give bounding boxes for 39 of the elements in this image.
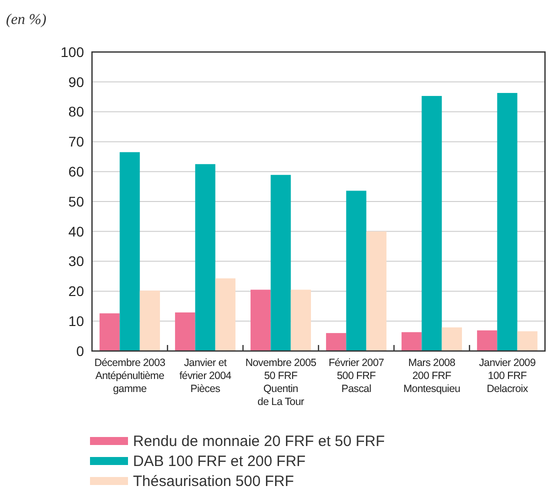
y-tick-label: 60 bbox=[68, 164, 84, 180]
bar bbox=[270, 174, 291, 351]
y-tick-label: 80 bbox=[68, 104, 84, 120]
bar bbox=[100, 313, 120, 351]
y-tick-label: 10 bbox=[68, 313, 84, 329]
x-tick-label: Novembre 2005 50 FRF Quentin de La Tour bbox=[245, 357, 317, 408]
bar bbox=[140, 290, 160, 351]
bar bbox=[250, 290, 271, 351]
y-tick-label: 0 bbox=[76, 342, 84, 359]
x-tick-label: Décembre 2003 Antépénultième gamme bbox=[94, 357, 166, 395]
bar bbox=[477, 330, 498, 351]
bar bbox=[366, 231, 386, 351]
bar bbox=[215, 278, 236, 351]
y-tick-label: 50 bbox=[68, 193, 84, 210]
y-tick-label: 100 bbox=[60, 44, 84, 60]
bar bbox=[175, 312, 196, 351]
x-tick-label: Janvier 2009 100 FRF Delacroix bbox=[478, 357, 536, 395]
bar bbox=[326, 333, 346, 351]
y-tick-label: 90 bbox=[68, 74, 84, 90]
bar bbox=[346, 190, 366, 351]
y-axis-title: (en %) bbox=[6, 12, 46, 28]
x-tick-label: Mars 2008 200 FRF Montesquieu bbox=[403, 357, 461, 395]
x-tick-label: Janvier et février 2004 Pièces bbox=[179, 357, 232, 395]
bar bbox=[120, 152, 140, 351]
bar bbox=[422, 96, 442, 351]
y-tick-label: 40 bbox=[68, 223, 84, 240]
bar bbox=[442, 327, 462, 351]
legend-label: DAB 100 FRF et 200 FRF bbox=[133, 453, 306, 470]
legend-label: Rendu de monnaie 20 FRF et 50 FRF bbox=[133, 433, 385, 450]
y-tick-label: 70 bbox=[68, 134, 84, 150]
bar bbox=[497, 92, 518, 351]
bar bbox=[517, 331, 538, 351]
bar bbox=[290, 290, 311, 351]
x-tick-label: Février 2007 500 FRF Pascal bbox=[328, 357, 384, 395]
legend-label: Thésaurisation 500 FRF bbox=[133, 473, 294, 490]
bar bbox=[195, 164, 216, 351]
bar bbox=[402, 332, 422, 351]
y-tick-label: 20 bbox=[68, 283, 84, 300]
y-tick-label: 30 bbox=[68, 253, 84, 270]
